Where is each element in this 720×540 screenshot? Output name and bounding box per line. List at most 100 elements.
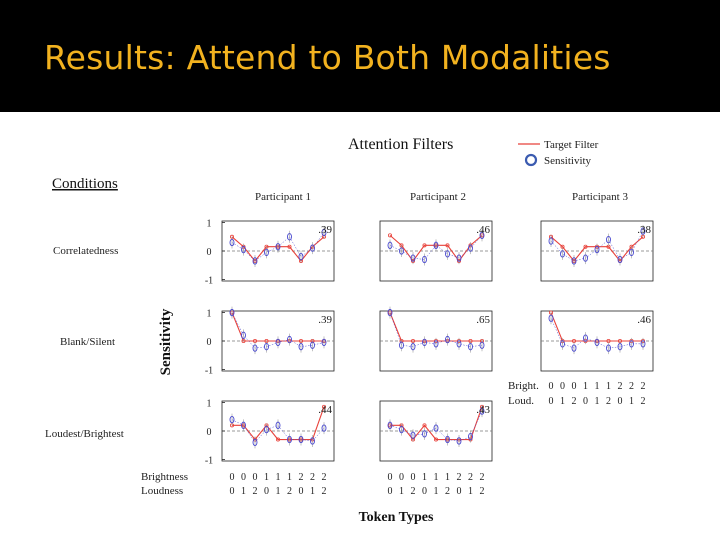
panel-loudest-brightest-participant-2: .43 xyxy=(379,400,493,462)
sensitivity-line xyxy=(389,411,483,442)
sensitivity-point xyxy=(606,344,611,352)
sensitivity-point xyxy=(310,437,315,445)
sensitivity-point xyxy=(571,257,577,265)
loudness-tick-label: 2 xyxy=(480,486,485,497)
brightness-tick-label: 1 xyxy=(606,381,611,392)
target-point xyxy=(287,244,292,249)
loudness-tick-label: 2 xyxy=(641,396,646,407)
loudness-tick-label: 1 xyxy=(276,486,281,497)
sensitivity-point xyxy=(252,438,258,447)
sensitivity-point xyxy=(422,255,427,264)
loudness-tick-label: 0 xyxy=(583,396,588,407)
loudness-tick-label: 2 xyxy=(253,486,258,497)
figure-title: Attention Filters xyxy=(348,136,453,153)
col-label-participant-3: Participant 3 xyxy=(572,191,628,203)
sensitivity-point xyxy=(548,237,554,245)
brightness-tick-label: 0 xyxy=(230,472,235,483)
sensitivity-point xyxy=(298,253,304,261)
target-point xyxy=(387,233,392,238)
legend-sensitivity-label: Sensitivity xyxy=(544,155,592,167)
target-filter-line xyxy=(390,406,483,441)
sensitivity-point xyxy=(433,340,439,348)
target-point xyxy=(422,243,427,248)
brightness-tick-label: 0 xyxy=(411,472,416,483)
sensitivity-point xyxy=(548,314,554,322)
sensitivity-point xyxy=(252,257,258,265)
sensitivity-point xyxy=(479,341,485,349)
sensitivity-point xyxy=(298,343,304,351)
loudness-tick-label: 1 xyxy=(629,396,634,407)
sensitivity-point xyxy=(456,254,462,262)
target-point xyxy=(445,243,450,248)
sensitivity-point xyxy=(264,343,269,351)
loudness-tick-label: 2 xyxy=(445,486,450,497)
sensitivity-line xyxy=(550,318,643,349)
sensitivity-point xyxy=(241,331,246,339)
conditions-heading: Conditions xyxy=(52,176,118,192)
y-tick-label: 1 xyxy=(207,219,212,230)
y-axis-title: Sensitivity xyxy=(158,308,174,375)
loudness-tick-label: 1 xyxy=(310,486,315,497)
sensitivity-point xyxy=(241,421,246,429)
brightness-tick-label: 2 xyxy=(618,381,623,392)
loudness-tick-label: 2 xyxy=(322,486,327,497)
brightness-tick-label: 2 xyxy=(322,472,327,483)
brightness-tick-label: 1 xyxy=(264,472,269,483)
correlation-label: .43 xyxy=(476,404,490,416)
loudness-tick-label: 0 xyxy=(299,486,304,497)
brightness-tick-label: 2 xyxy=(480,472,485,483)
sensitivity-point xyxy=(629,248,634,257)
sensitivity-point xyxy=(229,415,235,424)
sensitivity-point xyxy=(594,245,600,254)
sensitivity-point xyxy=(310,341,315,349)
y-tick-label: 1 xyxy=(207,309,212,320)
sensitivity-point xyxy=(252,344,258,352)
sensitivity-point xyxy=(571,344,577,352)
y-tick-label: 0 xyxy=(207,247,212,258)
sensitivity-point xyxy=(410,431,416,439)
brightness-tick-label: 2 xyxy=(629,381,634,392)
sensitivity-point xyxy=(560,340,565,348)
panel-loudest-brightest-participant-1: .44 1 0 -1 xyxy=(205,399,335,466)
brightness-row-label: Brightness xyxy=(141,471,188,483)
brightness-tick-label: 0 xyxy=(399,472,404,483)
slide-title: Results: Attend to Both Modalities xyxy=(44,38,611,77)
col-label-participant-2: Participant 2 xyxy=(410,191,466,203)
loudness-tick-label: 1 xyxy=(434,486,439,497)
sensitivity-point xyxy=(321,338,327,347)
loudness-tick-label: 0 xyxy=(230,486,235,497)
sensitivity-point xyxy=(321,424,327,432)
sensitivity-point xyxy=(640,227,646,235)
loudness-tick-label: 0 xyxy=(618,396,623,407)
sensitivity-point xyxy=(387,308,393,317)
bright-row-label: Bright. xyxy=(508,380,539,392)
sensitivity-point xyxy=(387,421,393,429)
sensitivity-point xyxy=(229,238,235,247)
row-label-blank-silent: Blank/Silent xyxy=(60,336,115,348)
sensitivity-point xyxy=(298,435,304,444)
y-tick-label: -1 xyxy=(205,455,213,466)
brightness-tick-label: 1 xyxy=(434,472,439,483)
chart-panels: .3910-1.46.38.3910-1.65.46.4410-1.430001… xyxy=(205,219,654,497)
sensitivity-point xyxy=(468,433,473,441)
panel-correlatedness-participant-3: .38 xyxy=(540,220,654,282)
brightness-tick-label: 0 xyxy=(241,472,246,483)
sensitivity-point xyxy=(410,254,416,262)
sensitivity-point xyxy=(275,421,281,429)
brightness-tick-label: 1 xyxy=(595,381,600,392)
loudness-tick-label: 1 xyxy=(595,396,600,407)
loudness-tick-label: 0 xyxy=(422,486,427,497)
loudness-tick-label: 1 xyxy=(468,486,473,497)
loudness-tick-label: 2 xyxy=(287,486,292,497)
target-point xyxy=(433,437,438,442)
y-tick-label: 0 xyxy=(207,337,212,348)
brightness-tick-label: 0 xyxy=(572,381,577,392)
sensitivity-point xyxy=(287,233,292,241)
sensitivity-point xyxy=(640,340,646,348)
sensitivity-point xyxy=(560,250,565,258)
brightness-tick-label: 0 xyxy=(253,472,258,483)
panel-blank-silent-participant-2: .65 xyxy=(379,306,493,372)
row-label-correlatedness: Correlatedness xyxy=(53,245,118,257)
correlation-label: .39 xyxy=(318,314,332,326)
